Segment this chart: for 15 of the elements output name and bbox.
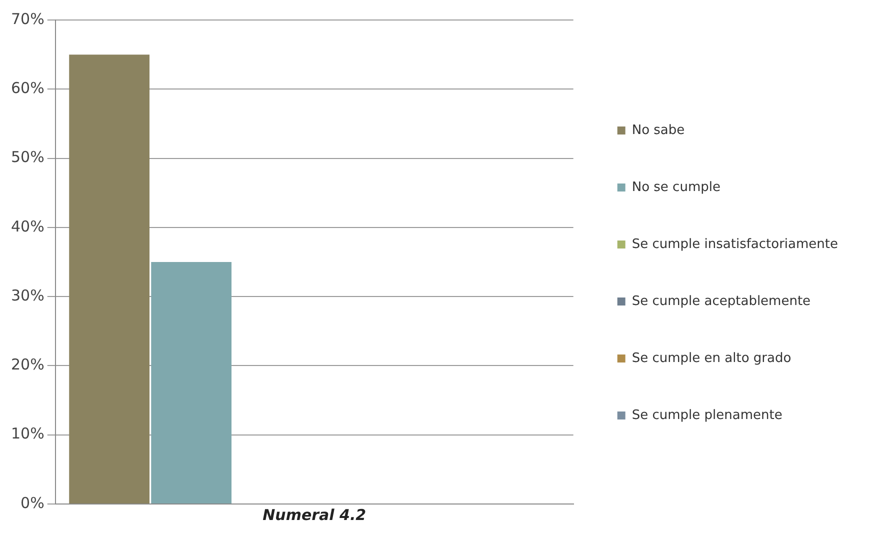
legend-label: No se cumple <box>632 180 720 195</box>
y-tick-label: 40% <box>10 217 44 236</box>
y-tick-label: 50% <box>10 148 44 166</box>
y-tick-label: 0% <box>20 494 44 512</box>
y-tick-label: 20% <box>10 356 44 374</box>
legend-label: No sabe <box>632 122 685 138</box>
legend-label: Se cumple insatisfactoriamente <box>632 236 838 252</box>
y-tick-label: 70% <box>10 10 44 28</box>
x-tick-label: Numeral 4.2 <box>262 506 366 524</box>
y-tick-label: 30% <box>10 286 44 304</box>
legend-label: Se cumple aceptablemente <box>632 294 811 309</box>
legend-label: Se cumple plenamente <box>632 408 782 423</box>
y-tick-label: 60% <box>10 79 44 98</box>
y-tick-label: 10% <box>10 424 44 443</box>
legend-label: Se cumple en alto grado <box>632 350 792 366</box>
